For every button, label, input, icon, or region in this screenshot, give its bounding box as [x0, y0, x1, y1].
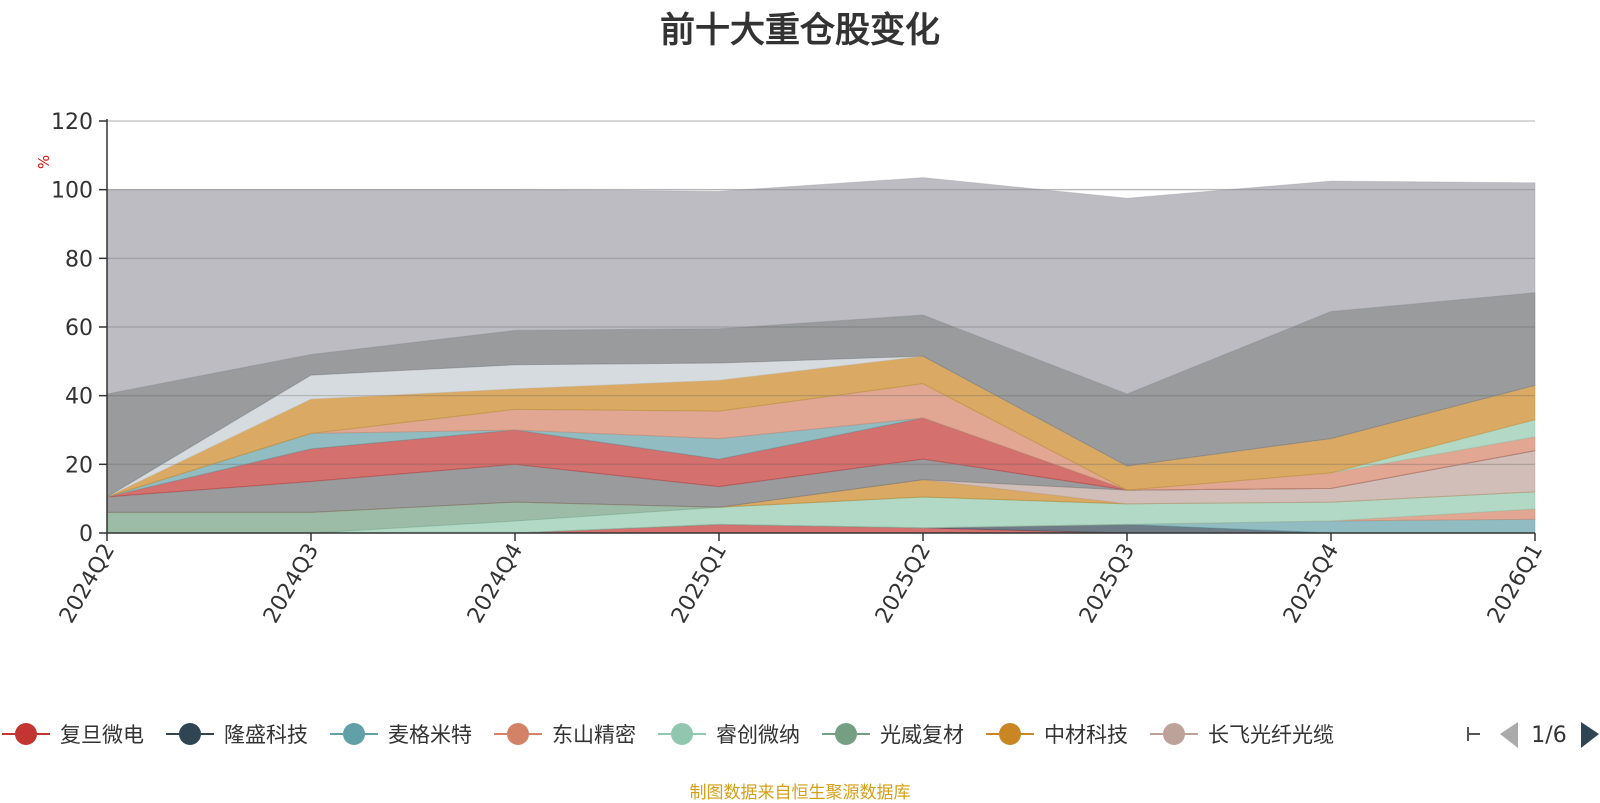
area-series-18[interactable]	[106, 177, 1536, 395]
legend-marker	[835, 723, 857, 745]
legend-item-2[interactable]: 麦格米特	[330, 723, 472, 747]
y-tick-label: 100	[51, 179, 93, 204]
legend-label: 隆盛科技	[224, 723, 308, 747]
x-tick-label: 2024Q3	[259, 540, 324, 628]
legend-page-indicator: 1/6	[1531, 723, 1566, 748]
legend-item-1[interactable]: 隆盛科技	[166, 723, 308, 747]
legend-label: 中材科技	[1044, 723, 1128, 747]
area-series-15[interactable]	[106, 355, 1536, 498]
legend-label: 麦格米特	[388, 723, 472, 747]
legend-marker	[343, 723, 365, 745]
source-note: 制图数据来自恒生聚源数据库	[689, 783, 911, 803]
area-series	[106, 177, 1536, 534]
x-tick-label: 2025Q4	[1279, 540, 1344, 628]
legend-label: 长飞光纤光缆	[1208, 723, 1334, 747]
area-series-14[interactable]	[106, 383, 1536, 498]
legend-label: 光威复材	[880, 723, 964, 747]
area-series-1[interactable]	[107, 523, 1535, 534]
x-tick-label: 2025Q3	[1075, 540, 1140, 628]
legend-marker	[1163, 723, 1185, 745]
legend-item-7[interactable]: 长飞光纤光缆	[1150, 723, 1334, 747]
legend-item-6[interactable]: 中材科技	[986, 723, 1128, 747]
chart-title: 前十大重仓股变化	[659, 11, 940, 51]
x-tick-label: 2025Q1	[667, 540, 732, 628]
x-tick-label: 2024Q2	[55, 540, 120, 628]
x-tick-label: 2025Q2	[871, 540, 936, 628]
y-axis-unit: %	[35, 155, 53, 169]
legend-next-arrow[interactable]	[1581, 722, 1599, 748]
legend-marker	[507, 723, 529, 745]
y-tick-label: 40	[65, 385, 93, 410]
x-tick-label: 2024Q4	[463, 540, 528, 628]
x-tick-label: 2026Q1	[1483, 540, 1548, 628]
legend-prev-arrow[interactable]	[1500, 722, 1518, 748]
y-tick-label: 0	[79, 522, 93, 547]
legend-item-4[interactable]: 睿创微纳	[658, 723, 800, 747]
legend-item-5[interactable]: 光威复材	[822, 723, 964, 747]
legend-label: 东山精密	[552, 723, 636, 747]
area-series-3[interactable]	[107, 508, 1536, 534]
legend-marker	[999, 723, 1021, 745]
legend-marker	[15, 723, 37, 745]
area-series-16[interactable]	[106, 355, 1536, 498]
legend-label: 复旦微电	[60, 723, 144, 747]
legend-marker	[179, 723, 201, 745]
area-series-17[interactable]	[106, 292, 1536, 498]
y-tick-label: 80	[65, 247, 93, 272]
legend-marker	[671, 723, 693, 745]
legend-item-0[interactable]: 复旦微电	[2, 723, 144, 747]
legend-item-3[interactable]: 东山精密	[494, 723, 636, 747]
y-tick-label: 120	[51, 110, 93, 135]
y-tick-label: 60	[65, 316, 93, 341]
y-tick-label: 20	[65, 453, 93, 478]
legend: 复旦微电 隆盛科技 麦格米特 东山精密 睿创微纳 光威复材 中材科技 长飞光纤光缆 1/6	[2, 722, 1599, 748]
legend-label: 睿创微纳	[716, 723, 800, 747]
area-series-2[interactable]	[107, 518, 1536, 534]
area-series-13[interactable]	[106, 383, 1536, 498]
